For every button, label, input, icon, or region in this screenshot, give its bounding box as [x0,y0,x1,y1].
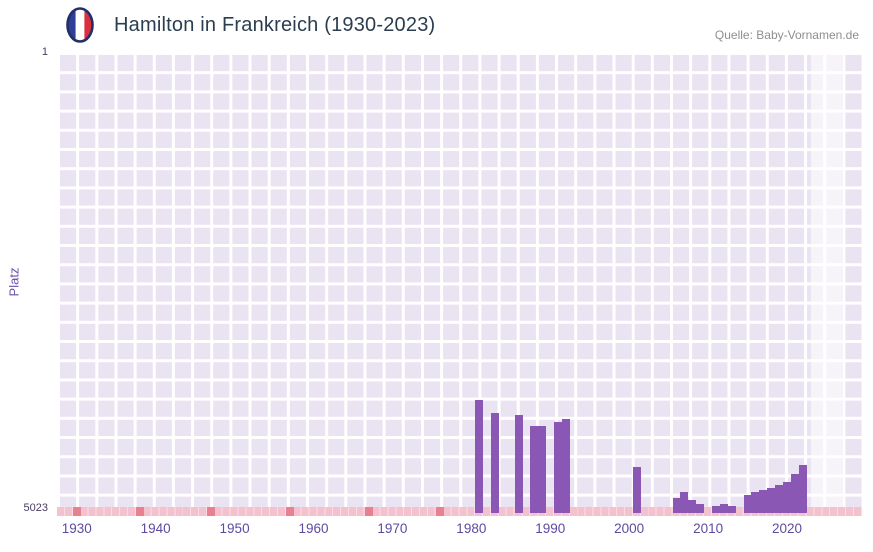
plot-area[interactable] [57,52,862,516]
unranked-year-marker[interactable] [135,507,144,516]
unranked-year-marker[interactable] [206,507,215,516]
rank-bar[interactable] [475,400,483,513]
unranked-year-marker[interactable] [285,507,294,516]
rank-bar[interactable] [799,465,807,513]
y-tick-bottom: 5023 [23,502,48,514]
rank-bar[interactable] [759,490,767,513]
rank-bar[interactable] [783,482,791,513]
rank-bar[interactable] [491,413,499,513]
unranked-year-marker[interactable] [435,507,444,516]
x-tick-label: 1960 [298,521,329,536]
unranked-years-band [57,507,862,516]
x-tick-label: 2000 [614,521,645,536]
rank-bar[interactable] [751,492,759,513]
rank-bar[interactable] [538,426,546,513]
rank-bar[interactable] [728,506,736,513]
x-tick-label: 1940 [140,521,171,536]
rank-bar[interactable] [554,422,562,513]
rank-bar[interactable] [562,419,570,513]
rank-bar[interactable] [688,500,696,513]
y-axis-title: Platz [6,267,22,297]
x-tick-label: 1980 [456,521,487,536]
highlight-band [810,52,843,513]
rank-bar[interactable] [744,495,752,513]
x-axis-ticks: 1930 1940 1950 1960 1970 1980 1990 2000 2010 2020 [57,521,862,543]
rank-bar[interactable] [712,506,720,513]
x-tick-label: 2010 [693,521,724,536]
rank-bar[interactable] [767,488,775,513]
rank-bar[interactable] [515,415,523,513]
unranked-year-marker[interactable] [72,507,81,516]
rank-bar[interactable] [696,504,704,513]
rank-bar[interactable] [720,504,728,513]
unranked-year-marker[interactable] [364,507,373,516]
rank-bar[interactable] [633,467,641,513]
france-flag-icon [65,6,95,44]
chart-title: Hamilton in Frankreich (1930-2023) [114,14,436,36]
x-tick-label: 1930 [61,521,92,536]
rank-bar[interactable] [680,492,688,513]
y-tick-top: 1 [41,46,48,58]
rank-bar[interactable] [775,485,783,513]
x-tick-label: 2020 [771,521,803,536]
rank-bar[interactable] [791,474,799,513]
rank-bar[interactable] [530,426,538,513]
x-tick-label: 1970 [377,521,408,536]
x-tick-label: 1950 [219,521,250,536]
source-credit: Quelle: Baby-Vornamen.de [714,28,859,42]
x-tick-label: 1990 [535,521,566,536]
rank-bar[interactable] [673,498,681,513]
